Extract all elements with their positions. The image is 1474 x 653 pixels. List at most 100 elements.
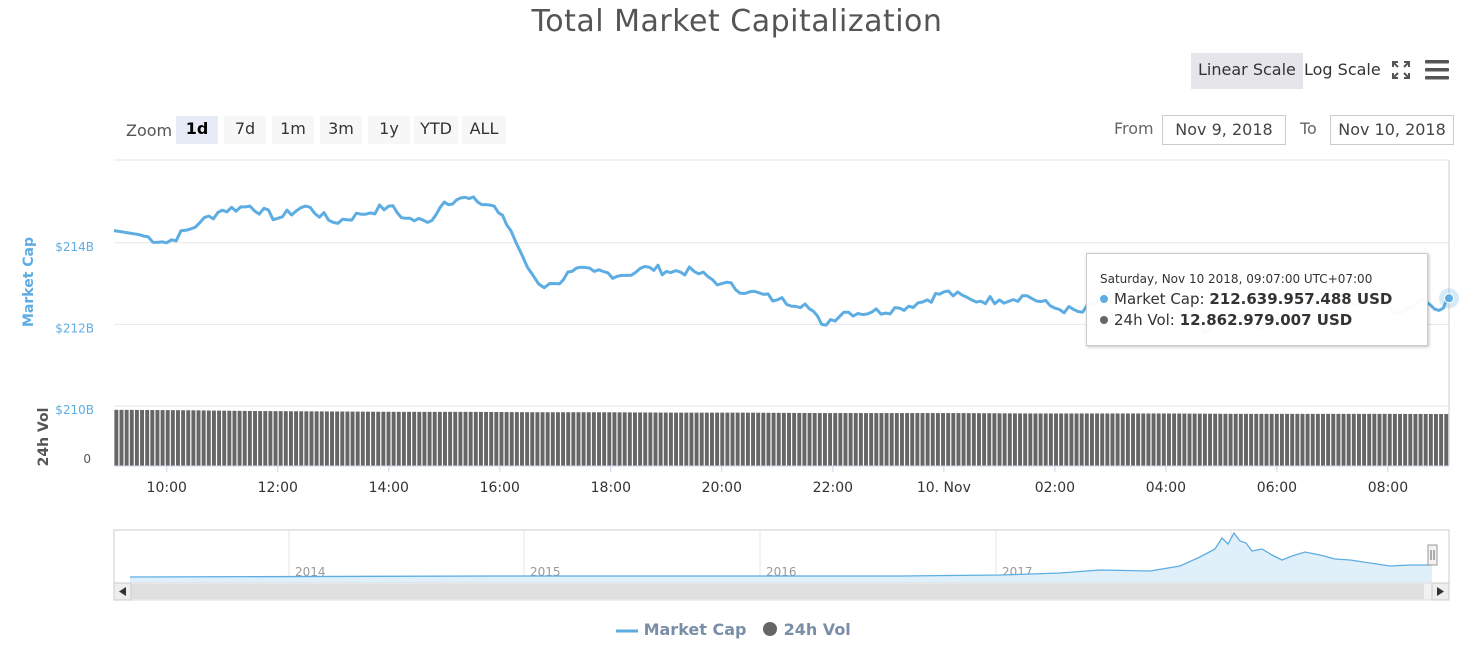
volume-bar-99 (622, 412, 627, 466)
volume-bar-160 (935, 413, 940, 466)
volume-bar-156 (915, 413, 920, 466)
zoom-3m-button[interactable]: 3m (320, 116, 362, 144)
volume-bar-207 (1177, 413, 1182, 466)
volume-bar-29 (263, 411, 268, 466)
volume-bar-115 (704, 412, 709, 466)
volume-bar-170 (987, 413, 992, 466)
volume-bar-205 (1166, 413, 1171, 466)
volume-bar-70 (473, 411, 478, 466)
volume-bar-124 (751, 412, 756, 466)
volume-bar-142 (843, 413, 848, 466)
volume-bar-236 (1326, 413, 1331, 466)
tooltip-vol-label: 24h Vol: (1114, 311, 1175, 329)
volume-bar-97 (612, 412, 617, 466)
volume-bar-256 (1428, 413, 1433, 466)
volume-bar-223 (1259, 413, 1264, 466)
volume-bar-82 (535, 412, 540, 466)
range-to-input[interactable]: Nov 10, 2018 (1330, 115, 1454, 145)
volume-bar-0 (114, 409, 119, 466)
volume-bar-16 (196, 410, 201, 466)
volume-bar-61 (427, 411, 432, 466)
volume-bar-48 (360, 411, 365, 466)
volume-bar-68 (463, 411, 468, 466)
circle-swatch-icon (763, 622, 777, 636)
volume-bar-88 (566, 412, 571, 466)
volume-bar-216 (1223, 413, 1228, 466)
volume-bar-46 (350, 411, 355, 466)
y-tick-label-0: $214B (55, 240, 94, 254)
volume-bar-210 (1192, 413, 1197, 466)
volume-bar-72 (484, 411, 489, 466)
scrollbar-thumb (131, 584, 1424, 599)
volume-bar-232 (1305, 413, 1310, 466)
volume-bar-3 (129, 409, 134, 466)
volume-bar-190 (1089, 413, 1094, 466)
volume-bar-219 (1238, 413, 1243, 466)
hamburger-menu-icon[interactable] (1425, 59, 1449, 81)
volume-bar-200 (1141, 413, 1146, 466)
volume-bar-24 (237, 410, 242, 466)
volume-bar-105 (653, 412, 658, 466)
zoom-ytd-button[interactable]: YTD (414, 116, 458, 144)
volume-bar-106 (658, 412, 663, 466)
volume-bar-258 (1439, 414, 1444, 466)
zoom-1d-button[interactable]: 1d (176, 116, 218, 144)
volume-bar-102 (638, 412, 643, 466)
y-axis-title: Market Cap (21, 237, 37, 327)
volume-bar-63 (437, 411, 442, 466)
volume-bar-20 (217, 410, 222, 466)
volume-bar-155 (910, 413, 915, 466)
volume-bar-111 (684, 412, 689, 466)
volume-bar-152 (894, 413, 899, 466)
volume-bar-18 (206, 410, 211, 466)
zoom-all-button[interactable]: ALL (462, 116, 506, 144)
volume-bar-227 (1279, 413, 1284, 466)
volume-bar-182 (1048, 413, 1053, 466)
volume-bar-129 (776, 412, 781, 466)
volume-bar-94 (597, 412, 601, 466)
volume-bar-147 (869, 413, 874, 466)
linear-scale-button[interactable]: Linear Scale (1191, 53, 1303, 89)
chart-tooltip: Saturday, Nov 10 2018, 09:07:00 UTC+07:0… (1086, 253, 1428, 346)
market-cap-dot-icon (1100, 295, 1108, 303)
volume-bar-233 (1310, 413, 1315, 466)
volume-bar-141 (838, 413, 843, 466)
volume-bar-11 (170, 410, 175, 466)
fullscreen-icon[interactable] (1391, 60, 1411, 80)
volume-bar-228 (1285, 413, 1290, 466)
volume-bar-245 (1372, 413, 1377, 466)
zoom-1y-button[interactable]: 1y (368, 116, 410, 144)
range-from-input[interactable]: Nov 9, 2018 (1162, 115, 1286, 145)
zoom-7d-button[interactable]: 7d (224, 116, 266, 144)
x-tick-label-11: 08:00 (1368, 480, 1408, 496)
legend-item-market-cap[interactable]: Market Cap (616, 620, 746, 639)
volume-bar-65 (448, 411, 453, 466)
volume-bar-37 (304, 411, 309, 466)
volume-bar-76 (504, 412, 509, 466)
volume-bar-73 (489, 411, 494, 466)
volume-bar-100 (627, 412, 632, 466)
volume-bar-234 (1315, 413, 1320, 466)
volume-bar-173 (1002, 413, 1007, 466)
scroll-left-arrow-icon (119, 587, 126, 596)
volume-bar-172 (997, 413, 1002, 466)
volume-bar-128 (771, 412, 776, 466)
legend-label-24h-vol: 24h Vol (783, 620, 851, 639)
volume-bar-119 (725, 412, 730, 466)
volume-bar-41 (324, 411, 329, 466)
volume-bar-64 (443, 411, 447, 466)
volume-bar-118 (720, 412, 725, 466)
volume-bar-60 (422, 411, 427, 466)
volume-bar-35 (294, 411, 299, 466)
volume-bar-192 (1100, 413, 1105, 466)
legend-item-24h-vol[interactable]: 24h Vol (762, 620, 851, 639)
volume-bar-213 (1208, 413, 1213, 466)
volume-bar-151 (889, 413, 894, 466)
log-scale-button[interactable]: Log Scale (1304, 60, 1381, 79)
volume-bar-191 (1095, 413, 1100, 466)
volume-bar-150 (884, 413, 889, 466)
volume-bar-196 (1120, 413, 1125, 466)
zoom-1m-button[interactable]: 1m (272, 116, 314, 144)
volume-bar-58 (412, 411, 417, 466)
